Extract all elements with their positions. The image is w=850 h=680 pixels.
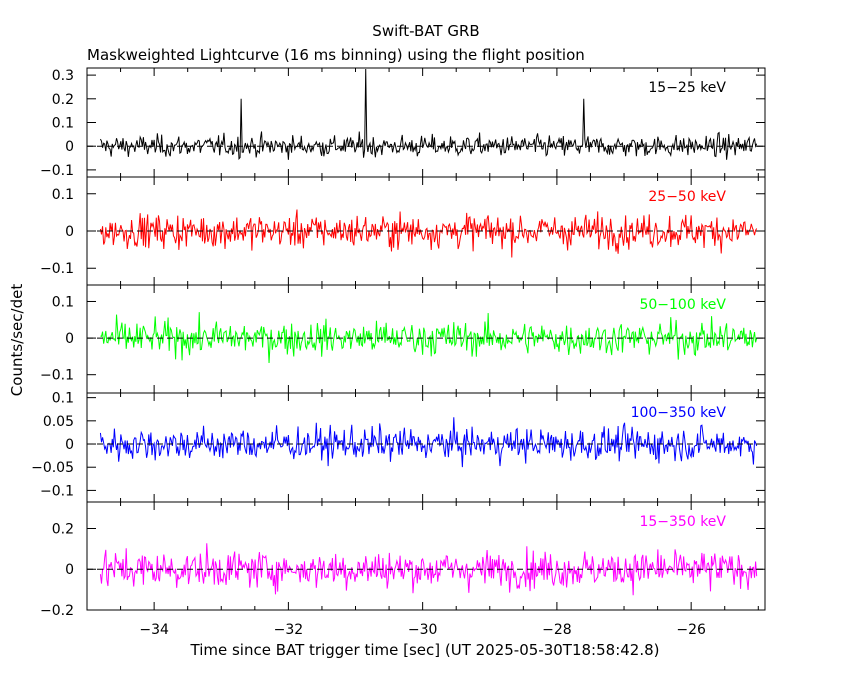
band-label-25-50 keV: 25−50 keV — [648, 189, 726, 205]
chart-subtitle: Maskweighted Lightcurve (16 ms binning) … — [87, 46, 585, 64]
y-tick-label: 0.1 — [52, 294, 74, 310]
band-label-15-25 keV: 15−25 keV — [648, 80, 726, 96]
x-tick-label: −26 — [676, 622, 706, 638]
y-tick-label: −0.2 — [40, 603, 74, 619]
series-line-50-100 keV — [100, 312, 758, 363]
y-tick-label: 0.1 — [52, 116, 74, 132]
panel-25-50 keV: −0.1 0 0.1 25−50 keV — [40, 176, 766, 286]
panel-100-350 keV: −0.1 −0.05 0 0.05 0.1 100−350 keV — [31, 391, 766, 503]
y-tick-label: 0.2 — [52, 521, 74, 537]
x-tick-label: −30 — [408, 622, 438, 638]
y-tick-label: 0.3 — [52, 68, 74, 84]
panel-50-100 keV: −0.1 0 0.1 50−100 keV — [40, 284, 766, 394]
y-tick-label: −0.1 — [40, 261, 74, 277]
y-tick-label: 0.2 — [52, 92, 74, 108]
band-label-50-100 keV: 50−100 keV — [639, 297, 726, 313]
series-line-15-350 keV — [99, 543, 758, 596]
panels-group: −0.1 0 0.1 0.2 0.3 15−25 keV −0.1 0 0.1 25−50 keV… — [31, 67, 766, 638]
y-tick-label: −0.1 — [40, 163, 74, 179]
y-tick-label: 0 — [65, 224, 74, 240]
x-axis-label: Time since BAT trigger time [sec] (UT 20… — [190, 641, 660, 659]
y-tick-label: 0.1 — [52, 391, 74, 407]
y-tick-label: −0.1 — [40, 483, 74, 499]
y-tick-label: 0 — [65, 437, 74, 453]
y-tick-label: −0.1 — [40, 368, 74, 384]
panel-15-25 keV: −0.1 0 0.1 0.2 0.3 15−25 keV — [40, 67, 766, 179]
band-label-15-350 keV: 15−350 keV — [639, 514, 726, 530]
series-line-15-25 keV — [99, 68, 758, 161]
y-tick-label: 0 — [65, 562, 74, 578]
y-tick-label: 0.1 — [52, 187, 74, 203]
panel-frame-15-350 keV — [86, 501, 766, 611]
band-label-100-350 keV: 100−350 keV — [631, 405, 727, 421]
y-tick-label: 0.05 — [43, 414, 74, 430]
panel-15-350 keV: −0.2 0 0.2 15−350 keV — [40, 501, 766, 619]
series-line-100-350 keV — [99, 417, 758, 468]
x-tick-label: −28 — [542, 622, 572, 638]
chart-title: Swift-BAT GRB — [372, 22, 479, 40]
y-tick-label: 0 — [65, 331, 74, 347]
x-tick-label: −32 — [274, 622, 304, 638]
series-line-25-50 keV — [99, 209, 758, 258]
y-tick-label: −0.05 — [31, 460, 74, 476]
x-tick-label: −34 — [139, 622, 169, 638]
y-tick-label: 0 — [65, 139, 74, 155]
y-axis-label: Counts/sec/det — [8, 284, 26, 397]
